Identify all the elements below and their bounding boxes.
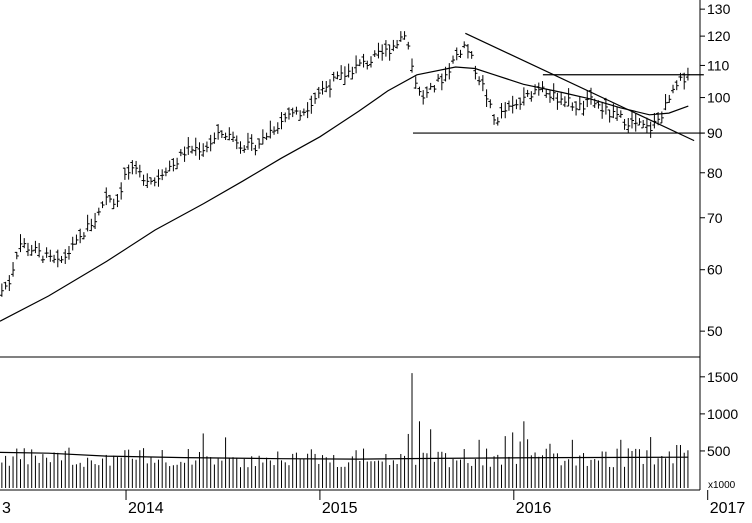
volume-unit-label: x1000 <box>708 480 736 491</box>
trendlines <box>412 32 704 142</box>
price-tick-label: 110 <box>707 57 730 73</box>
time-tick-label-partial: 3 <box>2 500 11 517</box>
time-tick-label: 2014 <box>128 500 164 517</box>
price-axis-ticks: 50 60 70 80 90 100 110 120 130 <box>700 1 731 339</box>
price-tick-label: 50 <box>707 323 723 339</box>
time-tick-label: 2017 <box>710 500 746 517</box>
price-tick-label: 80 <box>707 165 723 181</box>
price-tick-label: 100 <box>707 90 731 106</box>
volume-ma-line <box>0 451 689 460</box>
price-tick-label: 90 <box>707 125 723 141</box>
volume-tick-label: 1000 <box>707 406 738 422</box>
moving-average <box>0 66 689 322</box>
price-tick-label: 70 <box>707 210 723 226</box>
price-tick-label: 60 <box>707 262 723 278</box>
price-tick-label: 120 <box>707 28 731 44</box>
volume-tick-label: 500 <box>707 443 731 459</box>
moving-average-line <box>0 66 689 322</box>
time-tick-label: 2016 <box>516 500 552 517</box>
time-axis-ticks: 2014 2015 2016 2017 <box>125 490 746 517</box>
volume-axis-ticks: 500 1000 1500 <box>700 369 738 459</box>
volume-bars <box>1 373 689 488</box>
time-tick-label: 2015 <box>322 500 358 517</box>
trendline-downtrend <box>465 32 695 142</box>
volume-moving-average <box>0 451 689 460</box>
volume-tick-label: 1500 <box>707 369 738 385</box>
price-bars <box>0 31 690 297</box>
price-tick-label: 130 <box>707 1 731 17</box>
